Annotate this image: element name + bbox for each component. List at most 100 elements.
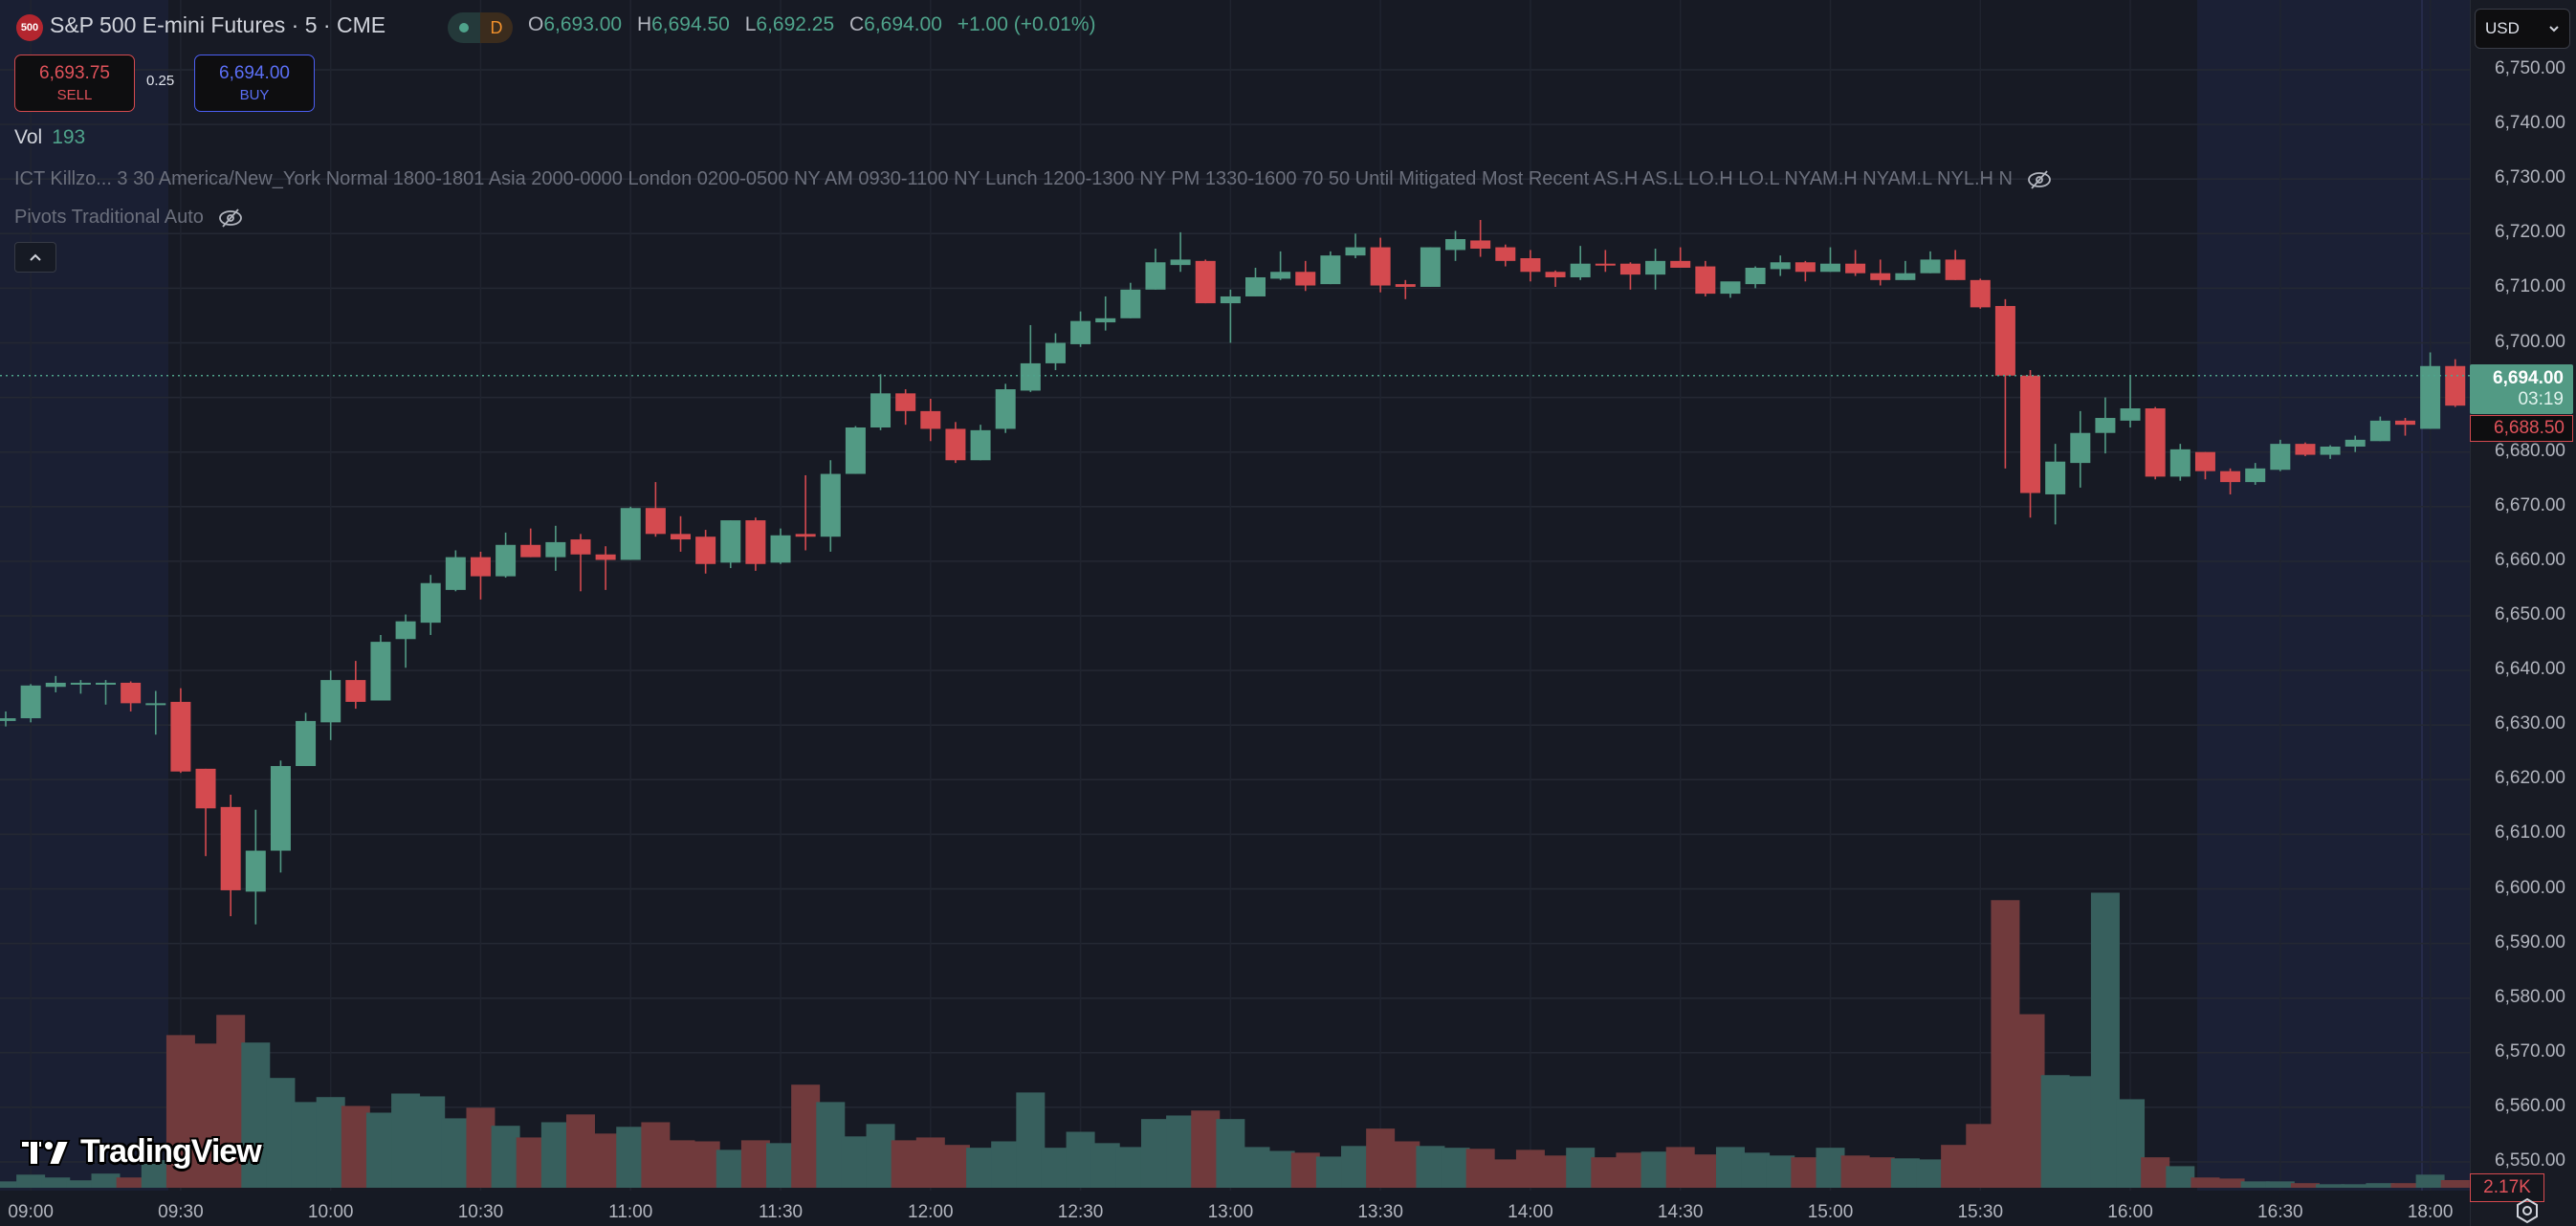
candle[interactable] bbox=[1445, 230, 1466, 261]
candle[interactable] bbox=[45, 675, 66, 692]
candle[interactable] bbox=[395, 614, 416, 668]
candle[interactable] bbox=[1895, 260, 1916, 280]
candle[interactable] bbox=[770, 528, 791, 564]
candle[interactable] bbox=[595, 546, 616, 590]
candle[interactable] bbox=[1420, 247, 1441, 287]
candle[interactable] bbox=[1570, 246, 1591, 280]
price-axis[interactable] bbox=[2470, 0, 2576, 1226]
currency-select[interactable]: USD bbox=[2475, 9, 2570, 49]
candle[interactable] bbox=[296, 712, 317, 767]
candle[interactable] bbox=[895, 389, 916, 426]
candle[interactable] bbox=[1745, 266, 1766, 289]
candle[interactable] bbox=[845, 426, 866, 474]
candle[interactable] bbox=[570, 534, 591, 592]
candle[interactable] bbox=[1295, 260, 1316, 292]
candle[interactable] bbox=[1470, 220, 1491, 257]
candle[interactable] bbox=[2020, 370, 2041, 518]
chart-settings-icon[interactable] bbox=[2514, 1197, 2541, 1224]
candle[interactable] bbox=[1270, 251, 1291, 280]
candle[interactable] bbox=[945, 422, 966, 464]
candle[interactable] bbox=[870, 374, 892, 430]
candle[interactable] bbox=[121, 681, 142, 712]
candle[interactable] bbox=[2045, 444, 2066, 525]
candle[interactable] bbox=[1020, 324, 1041, 392]
candle[interactable] bbox=[1994, 298, 2015, 469]
candle[interactable] bbox=[1520, 250, 1541, 282]
candle[interactable] bbox=[545, 525, 566, 571]
candle[interactable] bbox=[820, 460, 841, 552]
candle[interactable] bbox=[345, 661, 366, 710]
candle[interactable] bbox=[2145, 406, 2166, 480]
candle[interactable] bbox=[1595, 250, 1616, 273]
candle[interactable] bbox=[695, 530, 716, 574]
candle[interactable] bbox=[1794, 260, 1816, 282]
candle[interactable] bbox=[720, 520, 741, 569]
candle[interactable] bbox=[1645, 249, 1666, 290]
candle[interactable] bbox=[1720, 281, 1741, 298]
candle[interactable] bbox=[170, 688, 191, 774]
candle[interactable] bbox=[495, 532, 517, 579]
candle[interactable] bbox=[795, 474, 816, 551]
candle[interactable] bbox=[2120, 375, 2141, 428]
collapse-legend-button[interactable] bbox=[14, 242, 56, 273]
candle[interactable] bbox=[245, 809, 266, 925]
candle[interactable] bbox=[96, 680, 117, 705]
candle[interactable] bbox=[2445, 359, 2466, 407]
candle[interactable] bbox=[1770, 255, 1791, 276]
candle[interactable] bbox=[1870, 259, 1891, 286]
eye-off-icon[interactable] bbox=[2026, 169, 2053, 190]
candle[interactable] bbox=[1145, 249, 1166, 290]
candle[interactable] bbox=[2245, 463, 2266, 485]
candle[interactable] bbox=[1845, 250, 1866, 276]
candle[interactable] bbox=[220, 795, 241, 917]
candle[interactable] bbox=[1920, 251, 1941, 274]
candle[interactable] bbox=[2420, 352, 2441, 429]
candle[interactable] bbox=[2369, 416, 2390, 442]
candle[interactable] bbox=[620, 506, 641, 560]
candle[interactable] bbox=[1070, 311, 1091, 347]
candle[interactable] bbox=[2169, 444, 2191, 481]
candle[interactable] bbox=[1395, 279, 1416, 299]
candle[interactable] bbox=[645, 482, 666, 537]
candle[interactable] bbox=[1945, 250, 1966, 280]
candle[interactable] bbox=[470, 551, 491, 600]
candle[interactable] bbox=[270, 760, 291, 873]
candle[interactable] bbox=[2070, 410, 2091, 488]
symbol-title[interactable]: S&P 500 E-mini Futures · 5 · CME bbox=[50, 12, 386, 37]
candle[interactable] bbox=[145, 690, 166, 735]
candle[interactable] bbox=[1245, 267, 1266, 296]
candle[interactable] bbox=[1170, 231, 1191, 273]
candle[interactable] bbox=[1220, 289, 1241, 343]
candle[interactable] bbox=[1695, 260, 1716, 296]
sell-button[interactable]: 6,693.75 SELL bbox=[14, 55, 135, 112]
candle[interactable] bbox=[745, 517, 766, 571]
candle[interactable] bbox=[195, 768, 216, 857]
candle[interactable] bbox=[671, 515, 692, 552]
candle[interactable] bbox=[1370, 237, 1391, 293]
candle[interactable] bbox=[2095, 397, 2116, 454]
candle[interactable] bbox=[2270, 439, 2291, 471]
candle[interactable] bbox=[445, 550, 466, 592]
candle[interactable] bbox=[20, 684, 41, 723]
candle[interactable] bbox=[520, 528, 541, 558]
candle[interactable] bbox=[0, 711, 16, 727]
candle[interactable] bbox=[1619, 262, 1640, 290]
indicator-pivots[interactable]: Pivots Traditional Auto bbox=[14, 207, 244, 229]
candle[interactable] bbox=[320, 670, 341, 740]
candle[interactable] bbox=[1095, 296, 1116, 331]
candle[interactable] bbox=[1195, 259, 1216, 304]
candle[interactable] bbox=[1345, 233, 1366, 258]
eye-off-icon[interactable] bbox=[217, 208, 244, 229]
candle[interactable] bbox=[920, 399, 941, 442]
candle[interactable] bbox=[1545, 270, 1566, 287]
candle[interactable] bbox=[2394, 418, 2415, 436]
candle[interactable] bbox=[2320, 445, 2341, 459]
candle[interactable] bbox=[970, 425, 991, 461]
candle[interactable] bbox=[1819, 247, 1840, 273]
candle[interactable] bbox=[1495, 244, 1516, 267]
candle[interactable] bbox=[1045, 333, 1066, 371]
candle[interactable] bbox=[370, 634, 391, 701]
candle[interactable] bbox=[2220, 468, 2241, 494]
market-status-badge[interactable]: D bbox=[448, 12, 513, 43]
